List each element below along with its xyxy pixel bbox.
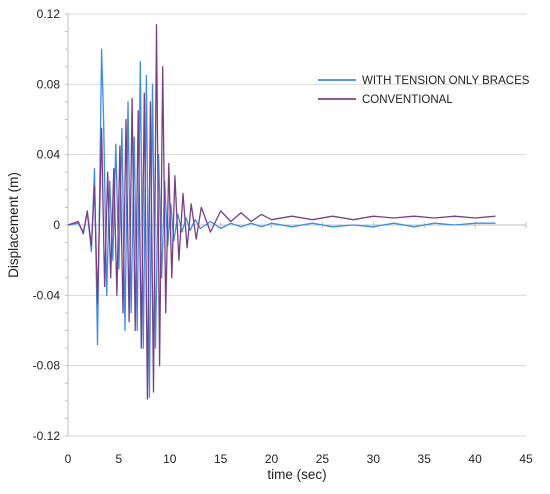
x-tick-label: 20 <box>265 452 279 466</box>
x-tick-label: 15 <box>214 452 228 466</box>
y-tick-label: -0.12 <box>33 429 61 443</box>
x-tick-label: 30 <box>367 452 381 466</box>
y-tick-label: -0.08 <box>33 359 61 373</box>
y-tick-label: 0.08 <box>37 77 61 91</box>
legend-label-0: WITH TENSION ONLY BRACES <box>362 75 530 87</box>
series-line-0 <box>67 48 496 398</box>
x-tick-label: 10 <box>163 452 177 466</box>
y-tick-label: -0.04 <box>33 288 61 302</box>
legend-label-1: CONVENTIONAL <box>362 94 453 106</box>
legend: WITH TENSION ONLY BRACES CONVENTIONAL <box>318 75 530 106</box>
x-axis-label: time (sec) <box>267 467 326 482</box>
x-tick-label: 0 <box>65 452 72 466</box>
x-tick-label: 35 <box>418 452 432 466</box>
x-tick-label: 25 <box>316 452 330 466</box>
y-axis-label: Displacement (m) <box>6 172 21 278</box>
series-line-1 <box>67 23 496 400</box>
tick-labels: -0.12 -0.08 -0.04 0 0.04 0.08 0.12 0 5 10 15 20 25 30… <box>33 7 533 466</box>
series-lines <box>67 23 496 400</box>
x-tick-label: 5 <box>116 452 123 466</box>
x-tick-label: 40 <box>468 452 482 466</box>
y-tick-label: 0.04 <box>37 148 61 162</box>
x-tick-label: 45 <box>519 452 533 466</box>
y-tick-label: 0 <box>53 218 60 232</box>
y-tick-label: 0.12 <box>37 7 61 21</box>
